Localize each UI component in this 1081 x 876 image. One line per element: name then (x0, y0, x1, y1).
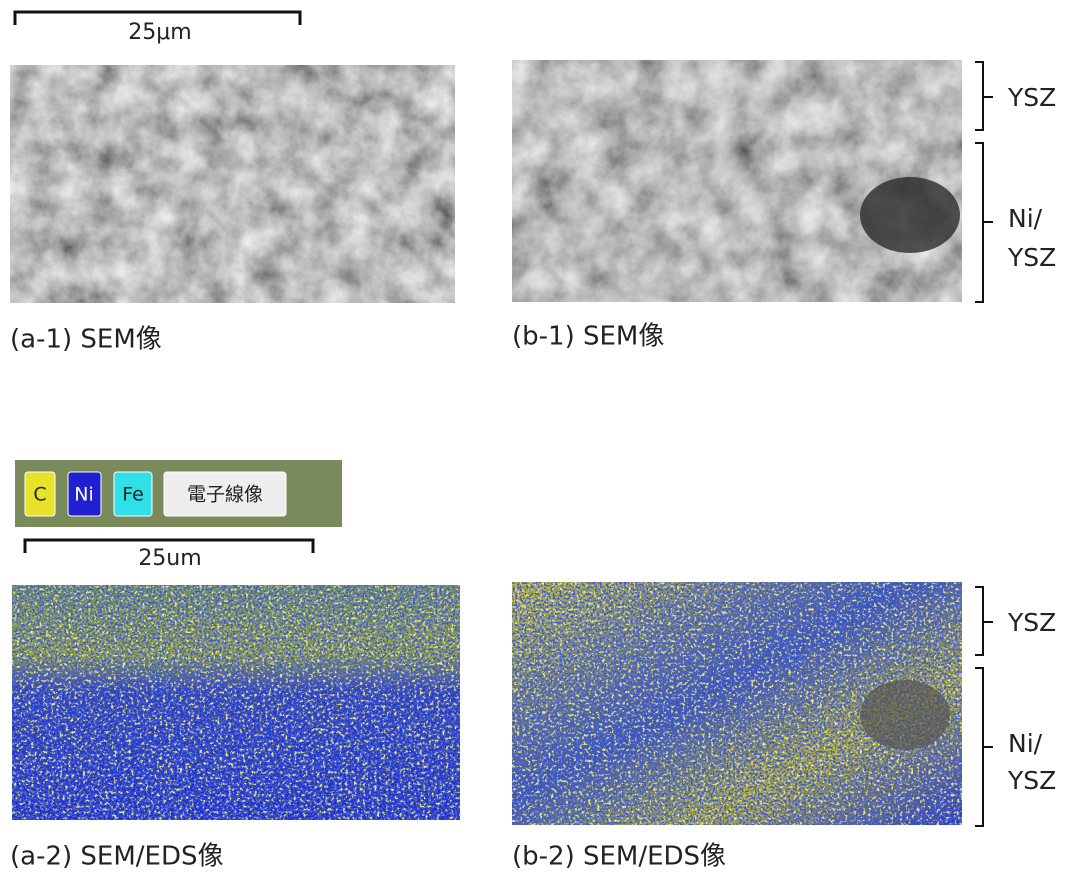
eds-image (512, 582, 962, 825)
legend-label: Ni (74, 484, 94, 506)
scale-label: 25um (138, 546, 201, 571)
legend-label: 電子線像 (187, 484, 263, 506)
layer-label: Ni/ (1008, 204, 1043, 233)
caption: (b-2) SEM/EDS像 (512, 842, 726, 872)
brackets (975, 62, 993, 826)
sem-image (10, 65, 455, 303)
layer-label: YSZ (1007, 83, 1056, 112)
caption: (b-1) SEM像 (512, 322, 664, 352)
layer-label: YSZ (1007, 608, 1056, 637)
layer-label: YSZ (1007, 766, 1056, 795)
legend-label: C (33, 484, 46, 506)
caption: (a-2) SEM/EDS像 (10, 842, 224, 872)
layer-label: YSZ (1007, 243, 1056, 272)
caption: (a-1) SEM像 (10, 325, 162, 355)
scale-label: 25μm (128, 20, 191, 45)
pore (860, 177, 960, 253)
page: 25μm (a-1) SEM像 (b-1) SEM像 YSZ Ni/ YSZ C… (0, 0, 1081, 876)
layer-label: Ni/ (1008, 729, 1043, 758)
legend-label: Fe (122, 484, 144, 506)
eds-image (12, 585, 460, 820)
figure: 25μm (a-1) SEM像 (b-1) SEM像 YSZ Ni/ YSZ C… (0, 0, 1081, 876)
